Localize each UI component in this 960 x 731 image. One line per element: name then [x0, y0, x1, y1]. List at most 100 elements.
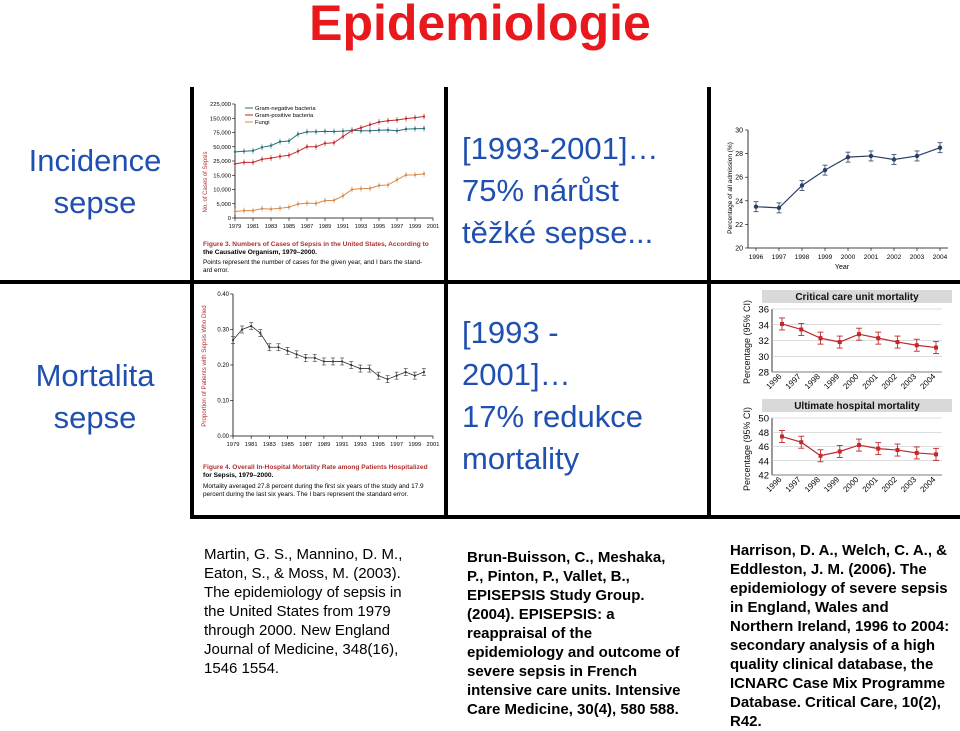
slide-title: Epidemiologie [309, 0, 651, 51]
y-axis-label: Percentage of all admission (%) [727, 142, 734, 234]
mortality-summary: [1993 - 2001]… 17% redukce mortality [462, 312, 643, 480]
caption-body: percent during the last six years. The I… [203, 491, 408, 498]
data-point [287, 139, 291, 143]
reference-line: Journal of Medicine, 348(16), [204, 641, 399, 658]
x-tick-label: 1999 [822, 475, 841, 494]
data-point [305, 130, 309, 134]
series-line [232, 325, 425, 380]
reference-line: Northern Ireland, 1996 to 2004: [730, 618, 950, 635]
data-point [277, 346, 280, 349]
harrison-chart: Percentage of all admission (%) Year 20 2… [727, 128, 948, 271]
y-tick-label: 0 [228, 216, 231, 222]
data-point [368, 129, 372, 132]
data-point [377, 374, 380, 377]
reference-line: the United States from 1979 [204, 603, 391, 620]
y-tick-label: 24 [735, 198, 743, 205]
x-tick-label: 2001 [864, 254, 879, 261]
x-tick-label: 1983 [263, 442, 276, 448]
data-point [269, 156, 273, 160]
data-point [413, 374, 416, 377]
panel-1-header [762, 290, 952, 303]
panel-2-title: Ultimate hospital mortality [794, 401, 920, 412]
data-point [242, 209, 246, 212]
x-tick-label: 1979 [229, 224, 241, 230]
data-point [377, 129, 381, 132]
x-tick-label: 1999 [409, 224, 421, 230]
brun-chart: Critical care unit mortality Ultimate ho… [742, 290, 952, 494]
data-point [233, 210, 237, 213]
reference-line: EPISEPSIS Study Group. [467, 587, 645, 604]
data-point [422, 172, 426, 176]
y-tick-label: 50 [758, 414, 769, 425]
row-label-line: Incidence [28, 143, 162, 178]
reference-line: R42. [730, 713, 762, 730]
x-tick-label: 2001 [427, 224, 439, 230]
data-point [313, 356, 316, 359]
reference-line: Eddleston, J. M. (2006). The [730, 561, 927, 578]
data-point [368, 367, 371, 370]
data-point [837, 449, 842, 454]
data-point [304, 356, 307, 359]
data-point [413, 173, 417, 177]
data-point [368, 123, 372, 126]
data-point [359, 126, 363, 129]
x-tick-label: 1997 [784, 372, 803, 391]
reference-line: Martin, G. S., Mannino, D. M., [204, 546, 403, 563]
data-point [332, 199, 336, 202]
data-point [895, 340, 900, 345]
x-tick-label: 2004 [918, 372, 937, 391]
figure-4-panel: Proportion of Patients with Sepsis Who D… [197, 286, 441, 512]
figure-3-panel: No. of Cases of Sepsis 0 5,000 10,000 15,00… [197, 92, 441, 278]
y-tick-label: 0.20 [217, 363, 229, 369]
y-tick-label: 150,000 [210, 116, 231, 122]
x-tick-label: 1998 [803, 475, 822, 494]
data-point [937, 145, 943, 150]
y-tick-label: 5,000 [216, 202, 231, 208]
y-tick-label: 75,000 [213, 131, 231, 137]
data-point [386, 378, 389, 381]
reference-line: severe sepsis in French [467, 663, 638, 680]
data-point [260, 146, 264, 149]
x-tick-label: 2003 [899, 475, 918, 494]
data-point [845, 154, 851, 160]
data-point [250, 324, 253, 328]
data-point [422, 115, 426, 118]
data-point [780, 434, 784, 439]
data-point [340, 360, 344, 363]
x-tick-label: 2002 [880, 372, 899, 391]
data-point [287, 205, 291, 209]
data-point [314, 130, 318, 133]
data-point [837, 340, 842, 345]
data-point [350, 129, 354, 132]
x-tick-label: 1983 [265, 224, 277, 230]
data-point [269, 207, 273, 211]
data-point [323, 142, 327, 145]
data-point [822, 167, 828, 173]
data-point [322, 360, 326, 363]
data-point [776, 205, 782, 211]
summary-line: [1993-2001]… [462, 131, 659, 166]
data-point [231, 339, 235, 342]
caption-body: Mortality averaged 27.8 percent during t… [203, 483, 424, 490]
caption-title: the Causative Organism, 1979–2000. [203, 249, 317, 256]
data-point [377, 184, 381, 187]
data-point [269, 144, 273, 147]
x-tick-label: 1999 [408, 442, 421, 448]
data-point [251, 161, 255, 164]
reference-line: intensive care units. Intensive [467, 682, 681, 699]
reference-martin: Martin, G. S., Mannino, D. M., Eaton, S.… [204, 545, 440, 678]
data-point [395, 118, 399, 122]
data-point [314, 202, 318, 205]
figure-3-chart: No. of Cases of Sepsis 0 5,000 10,000 15,00… [203, 102, 439, 274]
data-point [359, 187, 363, 190]
caption-title: Figure 4. Overall In-Hospital Mortality … [203, 464, 428, 471]
data-point [386, 128, 390, 132]
summary-line: mortality [462, 441, 580, 476]
figure-4-chart: Proportion of Patients with Sepsis Who D… [201, 292, 439, 498]
reference-line: through 2000. New England [204, 622, 390, 639]
data-point [242, 150, 246, 153]
y-axis-label-1: Percentage (95% CI) [742, 300, 752, 384]
y-tick-label: 0.10 [217, 399, 229, 405]
x-tick-label: 1993 [355, 224, 367, 230]
data-point [240, 328, 244, 331]
